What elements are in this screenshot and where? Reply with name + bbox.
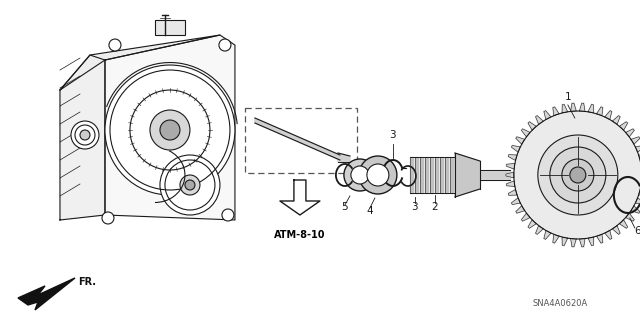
Circle shape bbox=[514, 111, 640, 239]
Circle shape bbox=[160, 155, 220, 215]
Text: ATM-8-10: ATM-8-10 bbox=[274, 230, 326, 240]
Polygon shape bbox=[553, 234, 559, 243]
Circle shape bbox=[570, 167, 586, 183]
Polygon shape bbox=[255, 118, 340, 160]
Polygon shape bbox=[435, 157, 438, 193]
Circle shape bbox=[359, 156, 397, 194]
Polygon shape bbox=[636, 198, 640, 204]
Polygon shape bbox=[536, 116, 543, 124]
Polygon shape bbox=[528, 220, 536, 228]
Polygon shape bbox=[511, 145, 520, 152]
Polygon shape bbox=[579, 239, 585, 247]
Text: 2: 2 bbox=[431, 202, 438, 212]
Polygon shape bbox=[415, 157, 418, 193]
Polygon shape bbox=[562, 237, 568, 246]
Circle shape bbox=[180, 175, 200, 195]
Polygon shape bbox=[430, 157, 433, 193]
Polygon shape bbox=[445, 157, 448, 193]
Polygon shape bbox=[620, 122, 628, 130]
Polygon shape bbox=[588, 104, 594, 113]
Circle shape bbox=[71, 121, 99, 149]
Polygon shape bbox=[480, 170, 510, 180]
Polygon shape bbox=[516, 137, 525, 144]
Circle shape bbox=[160, 120, 180, 140]
Polygon shape bbox=[571, 239, 576, 247]
Circle shape bbox=[538, 135, 618, 215]
Polygon shape bbox=[596, 107, 603, 116]
Text: FR.: FR. bbox=[78, 277, 96, 287]
Polygon shape bbox=[588, 237, 594, 246]
Circle shape bbox=[185, 180, 195, 190]
Polygon shape bbox=[508, 189, 517, 195]
Circle shape bbox=[222, 209, 234, 221]
Text: 3: 3 bbox=[390, 130, 396, 140]
Polygon shape bbox=[60, 55, 105, 220]
Polygon shape bbox=[450, 157, 453, 193]
Polygon shape bbox=[612, 116, 620, 124]
Polygon shape bbox=[522, 213, 530, 221]
Polygon shape bbox=[639, 189, 640, 195]
Text: 3: 3 bbox=[412, 202, 418, 212]
Circle shape bbox=[80, 130, 90, 140]
Polygon shape bbox=[544, 230, 551, 239]
Circle shape bbox=[344, 159, 376, 191]
Polygon shape bbox=[605, 111, 612, 120]
Polygon shape bbox=[338, 153, 350, 162]
Polygon shape bbox=[631, 206, 640, 213]
Text: 4: 4 bbox=[367, 206, 373, 216]
Polygon shape bbox=[626, 213, 634, 221]
Polygon shape bbox=[60, 35, 220, 90]
Text: SNA4A0620A: SNA4A0620A bbox=[532, 299, 588, 308]
Circle shape bbox=[109, 39, 121, 51]
Polygon shape bbox=[18, 278, 75, 310]
Polygon shape bbox=[528, 122, 536, 130]
Polygon shape bbox=[516, 206, 525, 213]
Circle shape bbox=[351, 166, 369, 184]
Polygon shape bbox=[506, 181, 515, 187]
Polygon shape bbox=[579, 103, 585, 111]
Text: 5: 5 bbox=[342, 202, 348, 212]
Polygon shape bbox=[508, 155, 517, 160]
Circle shape bbox=[102, 212, 114, 224]
Polygon shape bbox=[562, 104, 568, 113]
Polygon shape bbox=[544, 111, 551, 120]
Polygon shape bbox=[522, 129, 530, 137]
Polygon shape bbox=[455, 153, 480, 197]
Bar bbox=[245, 108, 357, 173]
Polygon shape bbox=[631, 137, 640, 144]
Polygon shape bbox=[511, 198, 520, 204]
Polygon shape bbox=[571, 103, 576, 111]
Polygon shape bbox=[626, 129, 634, 137]
Polygon shape bbox=[506, 172, 514, 178]
Circle shape bbox=[550, 147, 606, 203]
Polygon shape bbox=[612, 226, 620, 234]
Circle shape bbox=[367, 164, 389, 186]
Polygon shape bbox=[639, 155, 640, 160]
Polygon shape bbox=[440, 157, 443, 193]
Polygon shape bbox=[596, 234, 603, 243]
FancyBboxPatch shape bbox=[155, 20, 185, 35]
Polygon shape bbox=[410, 157, 413, 193]
Polygon shape bbox=[636, 145, 640, 152]
Polygon shape bbox=[105, 35, 235, 220]
Circle shape bbox=[150, 110, 190, 150]
Polygon shape bbox=[280, 180, 320, 215]
Polygon shape bbox=[425, 157, 428, 193]
Circle shape bbox=[219, 39, 231, 51]
Text: 6: 6 bbox=[634, 226, 640, 236]
Polygon shape bbox=[553, 107, 559, 116]
Polygon shape bbox=[506, 163, 515, 169]
Polygon shape bbox=[620, 220, 628, 228]
Polygon shape bbox=[536, 226, 543, 234]
Text: 1: 1 bbox=[564, 92, 571, 102]
Polygon shape bbox=[605, 230, 612, 239]
Circle shape bbox=[562, 159, 594, 191]
Polygon shape bbox=[420, 157, 423, 193]
Circle shape bbox=[105, 65, 235, 195]
